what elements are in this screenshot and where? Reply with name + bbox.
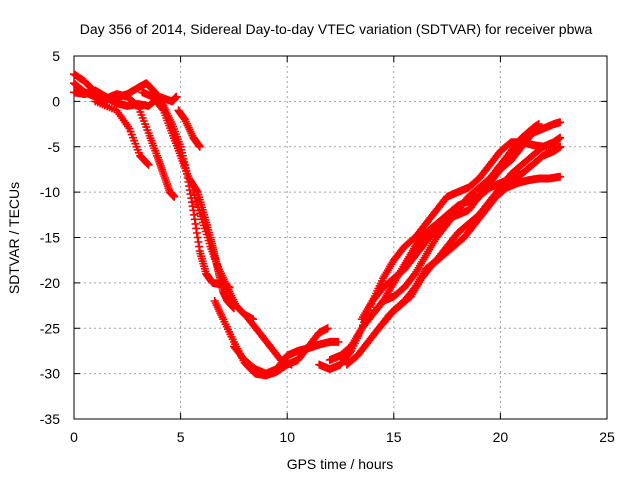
series-track-13 xyxy=(342,172,565,369)
series-track-15 xyxy=(368,120,543,319)
series-track-3 xyxy=(91,97,153,169)
series-track-2 xyxy=(70,79,234,292)
grid-lines xyxy=(74,56,607,419)
series-track-10 xyxy=(244,315,296,369)
series-track-7 xyxy=(174,106,204,151)
y-axis-title: SDTVAR / TECUs xyxy=(6,182,22,294)
y-tick-label: -20 xyxy=(40,275,60,291)
y-tick-label: 0 xyxy=(52,93,60,109)
axis-ticks xyxy=(73,55,608,420)
y-tick-label: 5 xyxy=(52,48,60,64)
y-tick-label: -15 xyxy=(40,230,60,246)
data-point-markers xyxy=(174,106,204,151)
y-tick-label: -25 xyxy=(40,320,60,336)
x-tick-label: 10 xyxy=(279,429,295,445)
data-point-markers xyxy=(91,97,153,169)
y-tick-label: -5 xyxy=(48,139,61,155)
series-track-8 xyxy=(210,297,332,380)
x-tick-labels: 0 5 10 15 20 25 xyxy=(70,429,615,445)
x-axis-title: GPS time / hours xyxy=(287,456,394,472)
data-point-markers xyxy=(368,120,543,319)
data-point-markers xyxy=(70,79,234,292)
series-track-6 xyxy=(189,188,258,324)
data-point-markers xyxy=(189,188,258,324)
x-tick-label: 20 xyxy=(493,429,509,445)
y-tick-label: -30 xyxy=(40,366,60,382)
y-tick-label: -35 xyxy=(40,411,60,427)
x-tick-label: 0 xyxy=(70,429,78,445)
series-track-16 xyxy=(379,133,565,328)
data-marks xyxy=(70,70,565,380)
data-point-markers xyxy=(244,315,296,369)
data-point-markers xyxy=(342,172,565,369)
data-point-markers xyxy=(379,133,565,328)
y-tick-labels: 5 0 -5 -10 -15 -20 -25 -30 -35 xyxy=(40,48,60,427)
x-tick-label: 25 xyxy=(599,429,615,445)
data-point-markers xyxy=(210,297,332,380)
x-tick-label: 15 xyxy=(386,429,402,445)
chart-title: Day 356 of 2014, Sidereal Day-to-day VTE… xyxy=(80,21,593,37)
x-tick-label: 5 xyxy=(177,429,185,445)
y-tick-label: -10 xyxy=(40,184,60,200)
